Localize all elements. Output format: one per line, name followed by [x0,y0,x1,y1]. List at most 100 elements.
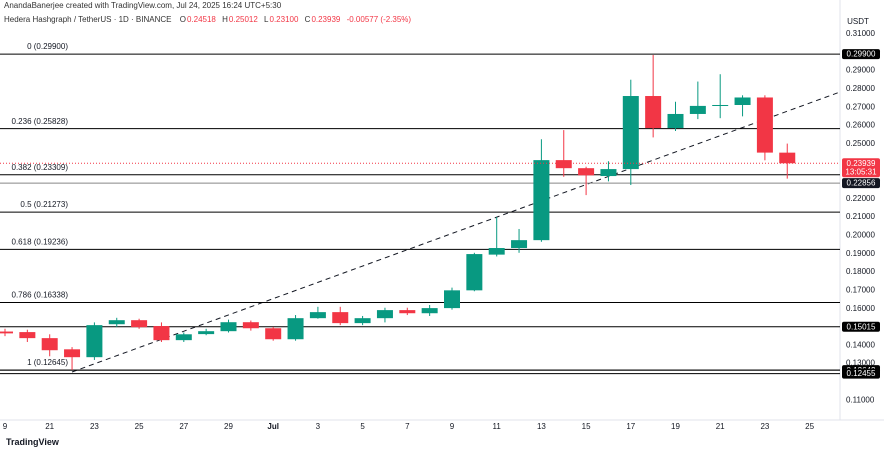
candle-body [488,248,505,255]
candle-body [198,331,215,335]
candle-body [0,331,13,334]
ohlc-label: L [264,15,269,24]
y-tick-label: 0.28000 [846,84,875,93]
price-tag-label: 0.29900 [847,50,876,59]
ohlc-value: 0.23939 [311,15,341,24]
x-tick-label: 25 [135,422,144,431]
x-tick-label: 9 [3,422,8,431]
candle-body [64,349,81,358]
ohlc-value: 0.25012 [228,15,258,24]
candle-body [444,290,460,309]
y-tick-label: 0.13000 [846,359,875,368]
x-tick-label: 21 [716,422,725,431]
y-tick-label: 0.27000 [846,102,875,111]
candle-body [220,322,237,332]
candle-body [332,312,349,324]
x-tick-label: 21 [45,422,54,431]
candle-body [600,169,617,177]
ohlc-label: H [222,15,228,24]
last-price-tag [842,158,880,178]
price-tag [842,368,880,379]
price-tag-label: 0.22856 [847,179,876,188]
x-tick-label: 9 [450,422,455,431]
candle-body [354,318,371,324]
currency: USDT [847,17,869,26]
candle-body [376,310,393,319]
y-tick-label: 0.31000 [846,29,875,38]
fib-label: 1 (0.12645) [27,358,68,367]
symbol: Hedera Hashgraph / TetherUS · 1D · BINAN… [4,15,172,24]
x-tick-label: 29 [224,422,233,431]
y-tick-label: 0.11000 [846,395,875,404]
candle-body [41,338,58,351]
candle-body [756,97,773,153]
y-tick-label: 0.16000 [846,304,875,313]
y-tick-label: 0.26000 [846,121,875,130]
candle-body [645,96,662,129]
fib-label: 0.786 (0.16338) [12,291,69,300]
fib-label: 0 (0.29900) [27,42,68,51]
price-tag [842,178,880,189]
x-tick-label: 23 [90,422,99,431]
last-price-label: 0.23939 [847,159,876,168]
candle-body [533,160,550,241]
y-tick-label: 0.21000 [846,212,875,221]
price-tag-label: 0.12455 [847,369,876,378]
candle-body [421,308,438,314]
candle-body [175,334,192,341]
x-tick-label: 19 [671,422,680,431]
y-tick-label: 0.19000 [846,249,875,258]
candle-body [622,96,639,170]
candle-body [511,240,528,249]
x-tick-label: 11 [493,422,502,431]
candle-body [153,326,170,341]
y-tick-label: 0.22000 [846,194,875,203]
x-tick-label: Jul [267,422,279,431]
legend: Hedera Hashgraph / TetherUS · 1D · BINAN… [4,15,415,24]
candle-body [578,168,595,176]
fib-label: 0.5 (0.21273) [20,200,68,209]
x-tick-label: 27 [179,422,188,431]
x-tick-label: 5 [360,422,365,431]
ohlc-label: C [304,15,311,24]
candle-body [555,160,572,169]
logo: TradingView [6,437,59,447]
y-tick-label: 0.25000 [846,139,875,148]
y-tick-label: 0.14000 [846,340,875,349]
candle-body [287,318,304,340]
candle-body [667,113,684,129]
price-tag [842,49,880,60]
x-tick-label: 3 [316,422,321,431]
candle-body [19,332,36,339]
candle-body [108,320,125,325]
x-tick-label: 7 [405,422,410,431]
candle-body [131,320,148,328]
price-tag [842,321,880,332]
fib-label: 0.618 (0.19236) [12,237,69,246]
change: -0.00577 (-2.35%) [346,15,412,24]
x-tick-label: 17 [626,422,635,431]
x-tick-label: 13 [537,422,546,431]
y-tick-label: 0.29000 [846,66,875,75]
candle-body [712,104,729,106]
fib-label: 0.382 (0.23309) [12,163,69,172]
candle-body [466,254,483,291]
price-tag-label: 0.15015 [847,322,876,331]
x-tick-label: 15 [582,422,591,431]
candle-body [86,325,103,358]
ohlc-label: O [179,15,186,24]
ohlc-value: 0.24518 [186,15,216,24]
credit: AnandaBanerjee created with TradingView.… [4,1,282,10]
candle-body [242,322,259,329]
trend-line [71,91,841,373]
x-tick-label: 23 [760,422,769,431]
fib-label: 0.236 (0.25828) [12,117,69,126]
chart: USDT 0.11000 0.13000 0.14000 0.16000 0.17000… [0,0,884,431]
y-tick-label: 0.18000 [846,267,875,276]
y-tick-label: 0.20000 [846,231,875,240]
countdown: 13:05:31 [845,167,877,176]
candle-body [689,105,706,114]
candle-body [265,328,282,340]
x-tick-label: 25 [805,422,814,431]
